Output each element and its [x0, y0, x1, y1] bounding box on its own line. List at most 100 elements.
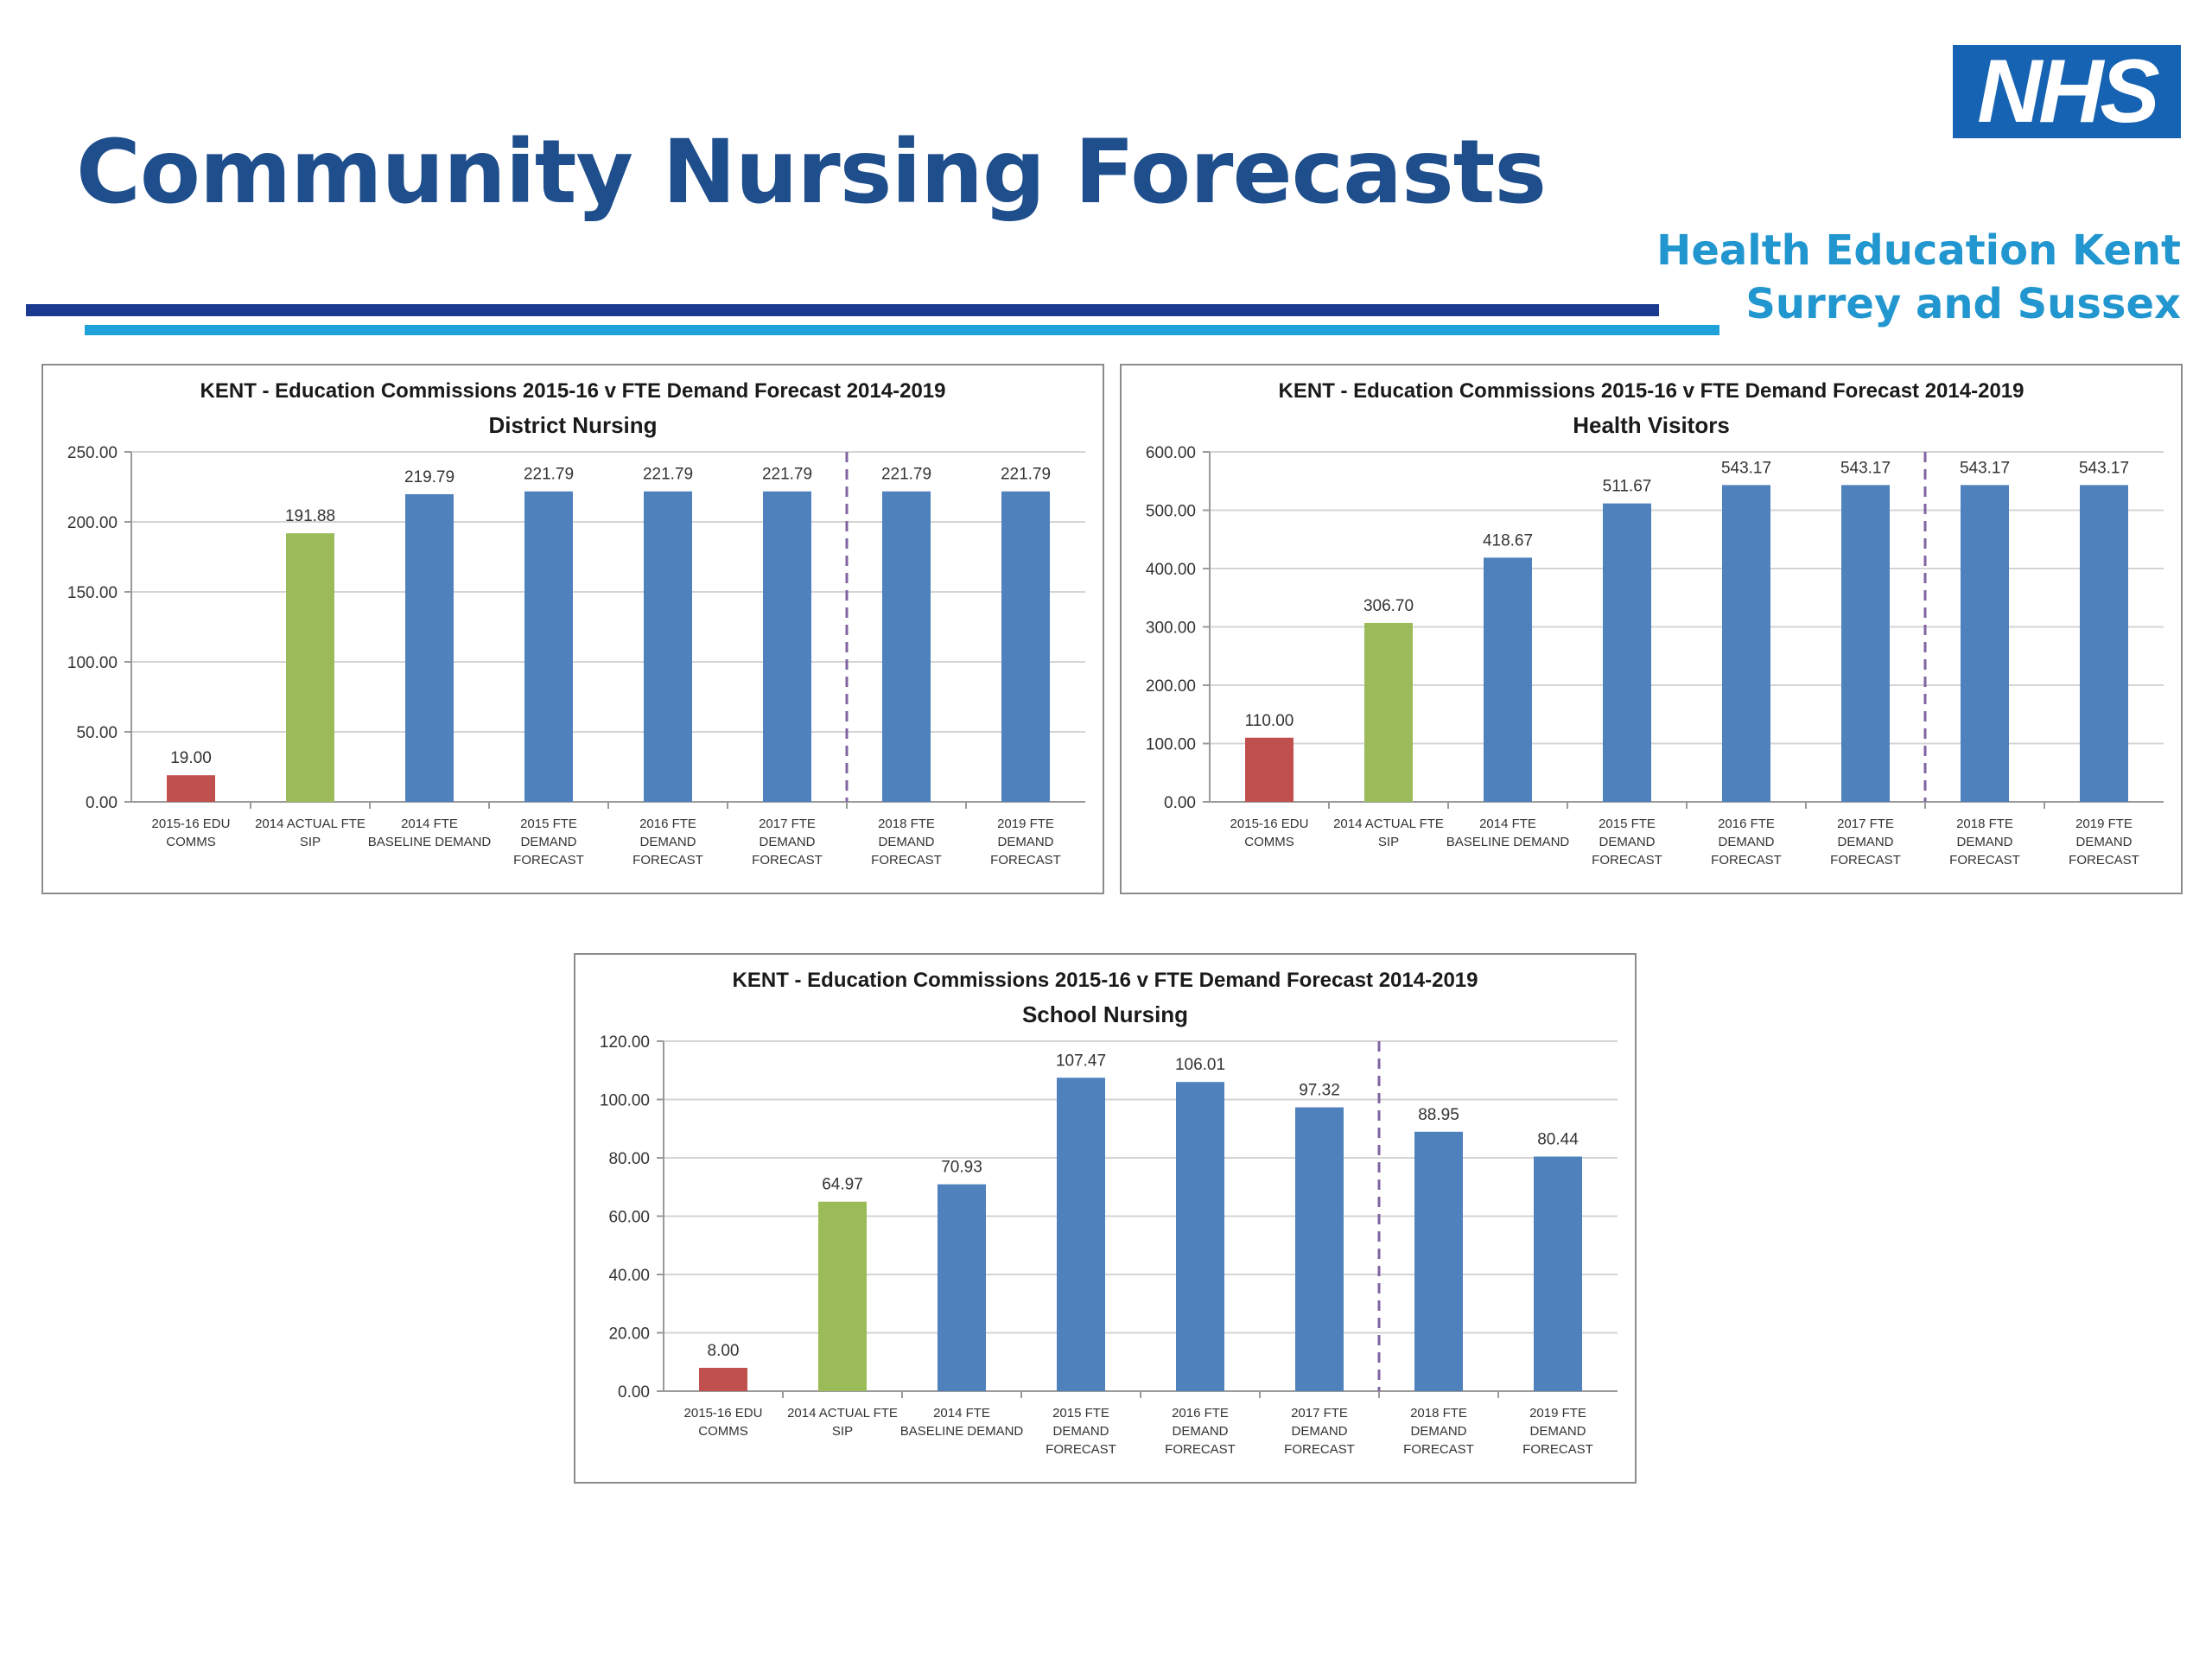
page-title: Community Nursing Forecasts	[76, 121, 1547, 224]
x-tick-label: 2014 ACTUAL FTE	[255, 817, 365, 831]
data-label: 221.79	[643, 466, 693, 484]
x-tick-label: 2015 FTE	[1599, 817, 1656, 831]
bar	[286, 533, 334, 802]
org-name-line1: Health Education Kent	[1656, 226, 2181, 275]
x-tick-label: DEMAND	[1291, 1424, 1347, 1439]
data-label: 418.67	[1483, 531, 1533, 550]
y-tick-label: 100.00	[600, 1092, 650, 1110]
x-tick-label: FORECAST	[1949, 853, 2020, 868]
y-tick-label: 500.00	[1146, 503, 1196, 521]
data-label: 88.95	[1418, 1106, 1459, 1124]
data-label: 511.67	[1603, 478, 1652, 496]
chart-school-nursing: KENT - Education Commissions 2015-16 v F…	[600, 969, 1618, 1457]
x-tick-label: 2016 FTE	[1172, 1406, 1229, 1421]
data-label: 8.00	[708, 1342, 740, 1360]
y-tick-label: 0.00	[1164, 794, 1196, 812]
x-tick-label: FORECAST	[2069, 853, 2139, 868]
bar	[818, 1201, 867, 1391]
x-tick-label: 2015-16 EDU	[1230, 817, 1309, 831]
chart-subtitle: District Nursing	[488, 412, 657, 438]
y-tick-label: 200.00	[1146, 677, 1196, 696]
bar	[644, 491, 692, 802]
data-label: 70.93	[941, 1159, 982, 1177]
data-label: 221.79	[524, 466, 574, 484]
x-tick-label: FORECAST	[990, 853, 1061, 868]
x-tick-label: DEMAND	[1599, 835, 1655, 849]
y-tick-label: 250.00	[67, 444, 118, 462]
org-name-line2: Surrey and Sussex	[1745, 280, 2181, 328]
y-tick-label: 0.00	[86, 794, 118, 812]
x-tick-label: FORECAST	[1165, 1442, 1236, 1457]
x-tick-label: BASELINE DEMAND	[1446, 835, 1570, 849]
x-tick-label: 2019 FTE	[997, 817, 1054, 831]
y-tick-label: 200.00	[67, 514, 118, 532]
x-tick-label: DEMAND	[1718, 835, 1774, 849]
chart-title: KENT - Education Commissions 2015-16 v F…	[200, 379, 946, 403]
y-tick-label: 80.00	[608, 1150, 650, 1168]
bar	[1001, 491, 1050, 802]
x-tick-label: FORECAST	[1403, 1442, 1474, 1457]
bar	[1961, 485, 2009, 802]
x-tick-label: FORECAST	[1046, 1442, 1116, 1457]
x-tick-label: 2014 ACTUAL FTE	[787, 1406, 898, 1421]
x-tick-label: 2015-16 EDU	[684, 1406, 763, 1421]
chart-panel-school-nursing: KENT - Education Commissions 2015-16 v F…	[574, 953, 1637, 1484]
data-label: 543.17	[1721, 459, 1771, 477]
x-tick-label: DEMAND	[759, 835, 815, 849]
y-tick-label: 0.00	[618, 1383, 650, 1402]
y-tick-label: 100.00	[67, 654, 118, 672]
y-tick-label: 600.00	[1146, 444, 1196, 462]
data-label: 106.01	[1175, 1056, 1225, 1074]
y-tick-label: 60.00	[608, 1209, 650, 1227]
bar	[167, 775, 215, 802]
bar	[1414, 1131, 1463, 1391]
x-tick-label: FORECAST	[1522, 1442, 1593, 1457]
x-tick-label: 2017 FTE	[1291, 1406, 1348, 1421]
chart-panel-district-nursing: KENT - Education Commissions 2015-16 v F…	[41, 364, 1104, 894]
chart-district-nursing: KENT - Education Commissions 2015-16 v F…	[67, 379, 1085, 868]
y-tick-label: 50.00	[76, 724, 118, 742]
data-label: 64.97	[822, 1176, 863, 1194]
y-tick-label: 40.00	[608, 1267, 650, 1285]
x-tick-label: 2017 FTE	[1837, 817, 1894, 831]
chart-subtitle: Health Visitors	[1573, 412, 1730, 438]
data-label: 219.79	[404, 468, 454, 486]
x-tick-label: 2016 FTE	[639, 817, 696, 831]
bar	[699, 1368, 747, 1391]
header-rule-dark	[26, 304, 1659, 316]
x-tick-label: FORECAST	[1284, 1442, 1355, 1457]
x-tick-label: BASELINE DEMAND	[900, 1424, 1024, 1439]
x-tick-label: DEMAND	[1529, 1424, 1586, 1439]
x-tick-label: 2019 FTE	[2075, 817, 2133, 831]
x-tick-label: DEMAND	[878, 835, 934, 849]
x-tick-label: DEMAND	[1052, 1424, 1109, 1439]
bar	[1603, 503, 1651, 802]
nhs-logo: NHS	[1953, 45, 2181, 138]
x-tick-label: DEMAND	[520, 835, 576, 849]
data-label: 221.79	[762, 466, 812, 484]
x-tick-label: FORECAST	[1711, 853, 1782, 868]
bar	[1245, 737, 1294, 802]
y-tick-label: 400.00	[1146, 561, 1196, 579]
x-tick-label: 2018 FTE	[1410, 1406, 1467, 1421]
bar	[1722, 485, 1770, 802]
x-tick-label: 2015 FTE	[520, 817, 577, 831]
bar	[405, 493, 454, 802]
x-tick-label: 2018 FTE	[1956, 817, 2013, 831]
y-tick-label: 300.00	[1146, 620, 1196, 638]
x-tick-label: DEMAND	[1410, 1424, 1466, 1439]
x-tick-label: 2014 ACTUAL FTE	[1333, 817, 1444, 831]
x-tick-label: DEMAND	[997, 835, 1053, 849]
bar	[1534, 1156, 1582, 1391]
bar	[2080, 485, 2128, 802]
x-tick-label: FORECAST	[871, 853, 942, 868]
chart-subtitle: School Nursing	[1022, 1001, 1188, 1027]
x-tick-label: DEMAND	[1172, 1424, 1228, 1439]
bar	[1841, 485, 1890, 802]
data-label: 543.17	[2079, 459, 2129, 477]
y-tick-label: 120.00	[600, 1033, 650, 1052]
x-tick-label: 2016 FTE	[1718, 817, 1775, 831]
bar	[763, 491, 811, 802]
chart-title: KENT - Education Commissions 2015-16 v F…	[1279, 379, 2024, 403]
x-tick-label: FORECAST	[1592, 853, 1662, 868]
